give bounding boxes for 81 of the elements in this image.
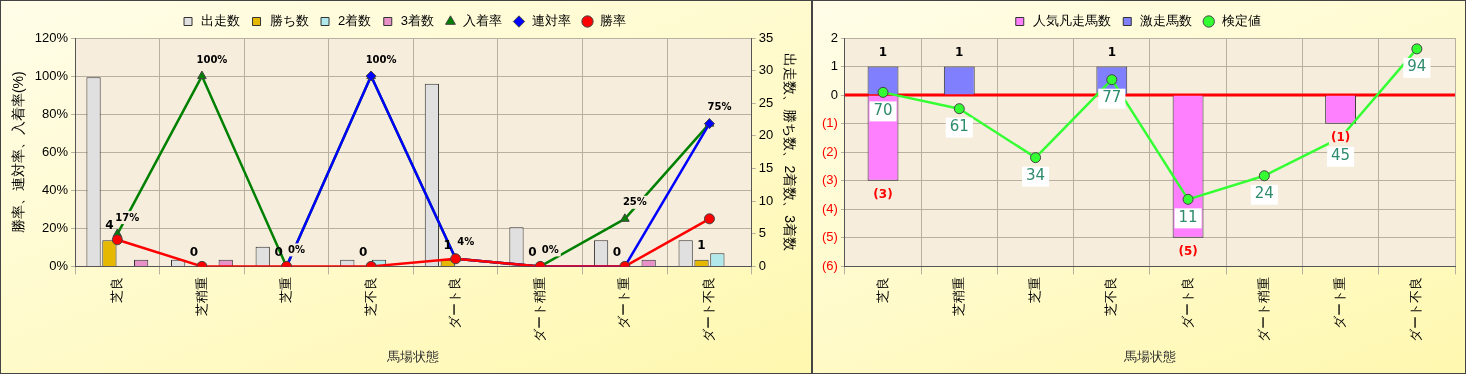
y-tick-label: 0 bbox=[830, 86, 838, 102]
y-tick-label: 80% bbox=[42, 105, 69, 121]
y-tick-label: (1) bbox=[822, 115, 838, 131]
legend-label: 激走馬数 bbox=[1140, 13, 1193, 29]
x-axis-title: 馬場状態 bbox=[386, 348, 440, 364]
x-tick-label: ダート重 bbox=[1332, 277, 1348, 330]
x-tick-label: 芝稍重 bbox=[193, 277, 209, 317]
legend-label: 2着数 bbox=[338, 13, 372, 29]
x-tick-label: 芝重 bbox=[1027, 277, 1043, 304]
y2-tick-label: 25 bbox=[758, 94, 774, 110]
data-label: 61 bbox=[949, 117, 969, 136]
y2-tick-label: 20 bbox=[758, 127, 774, 143]
x-tick-label: ダート良 bbox=[447, 277, 463, 330]
x-tick-label: 芝重 bbox=[278, 277, 294, 304]
data-label: 4 bbox=[105, 218, 114, 233]
x-tick-label: ダート稍重 bbox=[531, 277, 547, 343]
x-tick-label: ダート稍重 bbox=[1255, 277, 1271, 343]
y-axis-title: 勝率、連対率、入着率(%) bbox=[10, 71, 27, 234]
y-tick-label: 100% bbox=[34, 67, 69, 83]
data-label: 100% bbox=[365, 53, 397, 65]
data-label: (5) bbox=[1178, 243, 1198, 258]
data-label: 75% bbox=[707, 101, 732, 113]
x-tick-label: ダート不良 bbox=[701, 277, 717, 343]
x-tick-label: ダート重 bbox=[616, 277, 632, 330]
y-tick-label: (6) bbox=[822, 257, 838, 273]
data-label: 1 bbox=[697, 238, 706, 252]
x-tick-label: 芝不良 bbox=[362, 277, 378, 317]
y2-axis-title: 出走数、勝ち数、2着数、3着数 bbox=[781, 53, 798, 251]
x-tick-label: 芝良 bbox=[874, 277, 890, 304]
data-label: 0 bbox=[612, 244, 622, 259]
legend-label: 勝率 bbox=[600, 13, 627, 29]
legend-label: 入着率 bbox=[463, 13, 503, 29]
data-label: 0% bbox=[541, 243, 559, 255]
data-label: 24 bbox=[1254, 184, 1274, 203]
data-label: (3) bbox=[873, 186, 893, 201]
y2-tick-label: 0 bbox=[758, 257, 766, 273]
x-tick-label: ダート良 bbox=[1179, 277, 1195, 330]
data-label: 70 bbox=[873, 100, 893, 119]
y-tick-label: 120% bbox=[34, 29, 69, 45]
y2-tick-label: 30 bbox=[758, 62, 774, 78]
x-tick-label: 芝良 bbox=[108, 277, 124, 304]
y-tick-label: (3) bbox=[822, 172, 838, 188]
legend-label: 検定値 bbox=[1221, 13, 1261, 29]
y-tick-label: 0% bbox=[49, 257, 69, 273]
data-label: 94 bbox=[1407, 57, 1427, 76]
legend-label: 勝ち数 bbox=[269, 13, 309, 29]
data-label: 0 bbox=[358, 244, 368, 259]
y-tick-label: 40% bbox=[42, 181, 69, 197]
legend-label: 出走数 bbox=[201, 13, 241, 29]
legend-label: 3着数 bbox=[400, 13, 434, 29]
x-tick-label: 芝不良 bbox=[1103, 277, 1119, 317]
y-tick-label: 20% bbox=[42, 219, 69, 235]
data-label: 0 bbox=[528, 244, 537, 259]
y2-tick-label: 35 bbox=[758, 29, 774, 45]
y-tick-label: (2) bbox=[822, 143, 838, 159]
x-tick-label: ダート不良 bbox=[1408, 277, 1424, 343]
data-label: 34 bbox=[1026, 166, 1046, 185]
data-label: 17% bbox=[115, 211, 140, 223]
data-label: 25% bbox=[622, 196, 647, 208]
y2-tick-label: 5 bbox=[758, 225, 766, 241]
data-label: 1 bbox=[955, 44, 964, 59]
data-label: 100% bbox=[196, 53, 228, 65]
y-tick-label: (4) bbox=[822, 200, 838, 216]
data-label: 45 bbox=[1331, 146, 1351, 165]
data-label: 1 bbox=[1107, 44, 1116, 59]
y2-tick-label: 10 bbox=[758, 192, 774, 208]
y-tick-label: 2 bbox=[830, 29, 838, 45]
data-label: 77 bbox=[1102, 88, 1122, 107]
y-tick-label: 60% bbox=[42, 143, 69, 159]
y-tick-label: (5) bbox=[822, 229, 838, 245]
y2-tick-label: 15 bbox=[758, 160, 774, 176]
y-tick-label: 1 bbox=[830, 58, 838, 74]
legend-label: 連対率 bbox=[531, 13, 571, 29]
x-axis-title: 馬場状態 bbox=[1122, 348, 1176, 364]
data-label: 11 bbox=[1178, 207, 1198, 226]
legend-label: 人気凡走馬数 bbox=[1032, 13, 1111, 29]
data-label: 4% bbox=[457, 236, 475, 248]
data-label: 1 bbox=[878, 44, 888, 59]
data-label: 0% bbox=[288, 243, 306, 255]
data-label: 0 bbox=[189, 244, 199, 259]
x-tick-label: 芝稍重 bbox=[950, 277, 966, 317]
